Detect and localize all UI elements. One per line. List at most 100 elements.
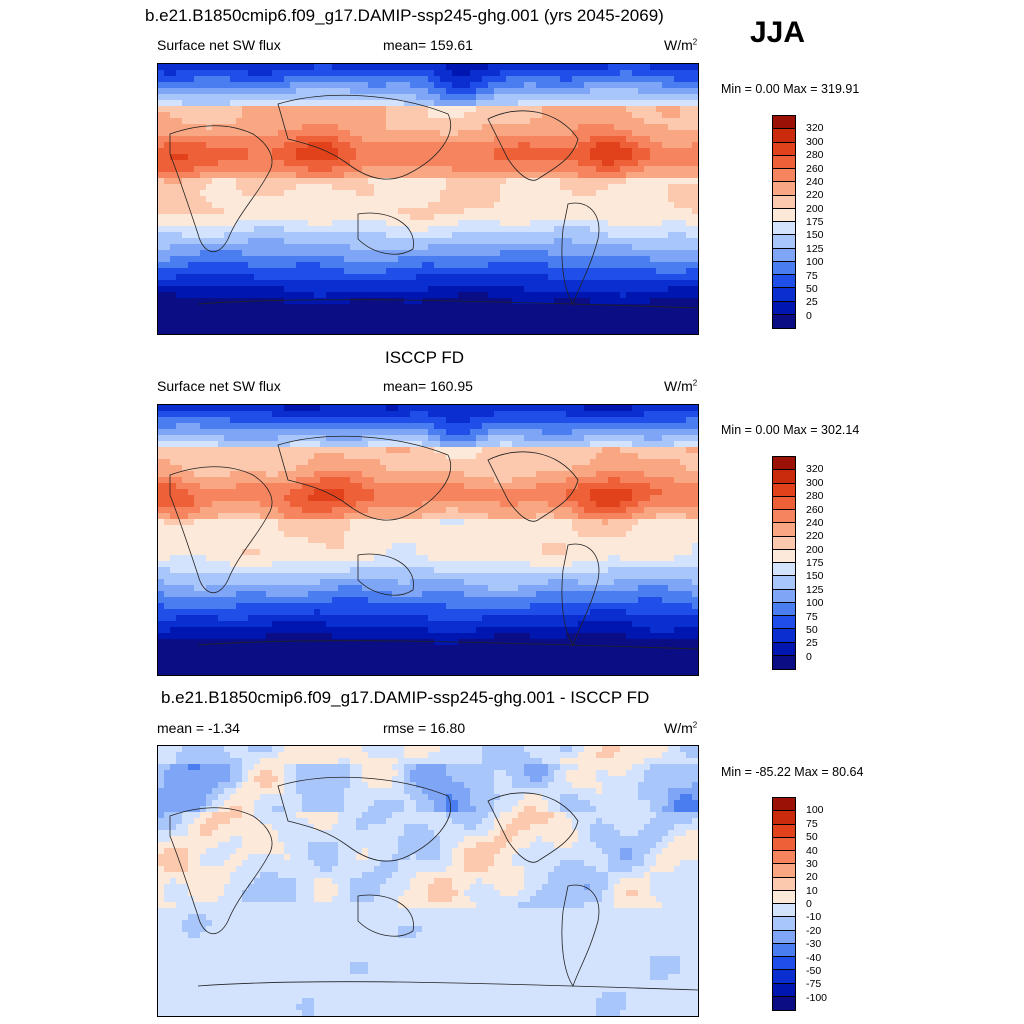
colorbar-tick-label: 40 (806, 844, 818, 857)
colorbar-swatch (773, 222, 795, 236)
colorbar-tick-label: 0 (806, 309, 812, 322)
colorbar-tick-label: 75 (806, 269, 818, 282)
colorbar-swatch (773, 195, 795, 209)
colorbar-tick-label: 100 (806, 597, 824, 610)
colorbar-swatch (773, 576, 795, 590)
colorbar-tick-label: 320 (806, 463, 824, 476)
panel-2-colorbar (772, 456, 796, 670)
colorbar-swatch (773, 169, 795, 183)
colorbar-swatch (773, 510, 795, 524)
colorbar-tick-label: 260 (806, 162, 824, 175)
panel-2-variable-label: Surface net SW flux (157, 378, 281, 394)
colorbar-swatch (773, 549, 795, 563)
colorbar-swatch (773, 970, 795, 984)
colorbar-swatch (773, 589, 795, 603)
colorbar-swatch (773, 837, 795, 851)
panel-1-variable-label: Surface net SW flux (157, 37, 281, 53)
panel-2-mean-label: mean= 160.95 (383, 378, 473, 394)
panel-1-colorbar (772, 115, 796, 329)
colorbar-tick-label: 0 (806, 898, 812, 910)
panel-3-minmax: Min = -85.22 Max = 80.64 (721, 765, 864, 779)
colorbar-swatch (773, 208, 795, 222)
colorbar-tick-label: 240 (806, 175, 824, 188)
colorbar-tick-label: 200 (806, 202, 824, 215)
colorbar-tick-label: 75 (806, 817, 818, 830)
colorbar-tick-label: -20 (806, 924, 822, 937)
colorbar-swatch (773, 457, 795, 471)
colorbar-swatch (773, 996, 795, 1010)
panel-1-minmax: Min = 0.00 Max = 319.91 (721, 82, 860, 96)
colorbar-swatch (773, 301, 795, 315)
colorbar-tick-label: 75 (806, 610, 818, 623)
panel-1-title: b.e21.B1850cmip6.f09_g17.DAMIP-ssp245-gh… (145, 6, 664, 25)
colorbar-swatch (773, 798, 795, 812)
colorbar-tick-label: -40 (806, 951, 822, 964)
colorbar-tick-label: 260 (806, 503, 824, 516)
colorbar-swatch (773, 629, 795, 643)
panel-3-units: W/m2 (664, 720, 698, 736)
colorbar-swatch (773, 983, 795, 997)
colorbar-swatch (773, 904, 795, 918)
colorbar-tick-label: 50 (806, 831, 818, 844)
colorbar-tick-label: 175 (806, 216, 824, 228)
colorbar-swatch (773, 957, 795, 971)
panel-1-units: W/m2 (664, 37, 698, 53)
colorbar-tick-label: 30 (806, 857, 818, 870)
colorbar-swatch (773, 248, 795, 262)
colorbar-tick-label: 50 (806, 282, 818, 295)
colorbar-tick-label: 50 (806, 623, 818, 636)
panel-2-map (157, 404, 699, 676)
colorbar-tick-label: -50 (806, 964, 822, 977)
colorbar-swatch (773, 917, 795, 931)
colorbar-tick-label: 150 (806, 570, 824, 583)
colorbar-tick-label: 240 (806, 516, 824, 529)
colorbar-swatch (773, 851, 795, 865)
colorbar-tick-label: 300 (806, 135, 824, 148)
panel-1-mean-label: mean= 159.61 (383, 37, 473, 53)
colorbar-swatch (773, 129, 795, 143)
colorbar-swatch (773, 116, 795, 130)
colorbar-tick-label: 100 (806, 804, 824, 817)
colorbar-swatch (773, 235, 795, 249)
colorbar-tick-label: -75 (806, 978, 822, 991)
panel-3-map (157, 745, 699, 1017)
colorbar-swatch (773, 943, 795, 957)
colorbar-swatch (773, 616, 795, 630)
colorbar-swatch (773, 314, 795, 328)
colorbar-tick-label: 175 (806, 557, 824, 569)
panel-3-mean-label: mean = -1.34 (157, 720, 240, 736)
colorbar-tick-label: 320 (806, 122, 824, 135)
colorbar-swatch (773, 483, 795, 497)
colorbar-tick-label: 280 (806, 149, 824, 162)
panel-2-title: ISCCP FD (385, 348, 465, 367)
colorbar-swatch (773, 824, 795, 838)
colorbar-tick-label: 200 (806, 543, 824, 556)
colorbar-tick-label: 280 (806, 490, 824, 503)
colorbar-swatch (773, 536, 795, 550)
colorbar-tick-label: 25 (806, 637, 818, 650)
colorbar-tick-label: 20 (806, 871, 818, 884)
colorbar-tick-label: -100 (806, 991, 828, 1004)
colorbar-tick-label: 100 (806, 256, 824, 269)
colorbar-swatch (773, 864, 795, 878)
colorbar-swatch (773, 470, 795, 484)
colorbar-swatch (773, 261, 795, 275)
colorbar-tick-label: 220 (806, 530, 824, 543)
colorbar-swatch (773, 142, 795, 156)
panel-3-title: b.e21.B1850cmip6.f09_g17.DAMIP-ssp245-gh… (161, 688, 650, 707)
panel-3-rmse-label: rmse = 16.80 (383, 720, 466, 736)
colorbar-swatch (773, 496, 795, 510)
colorbar-swatch (773, 602, 795, 616)
colorbar-swatch (773, 275, 795, 289)
season-label: JJA (750, 16, 806, 49)
colorbar-swatch (773, 930, 795, 944)
panel-3-colorbar (772, 797, 796, 1011)
colorbar-swatch (773, 655, 795, 669)
colorbar-tick-label: 220 (806, 189, 824, 202)
panel-2-units: W/m2 (664, 378, 698, 394)
colorbar-tick-label: 10 (806, 884, 818, 897)
colorbar-swatch (773, 642, 795, 656)
colorbar-tick-label: 300 (806, 476, 824, 489)
colorbar-tick-label: 125 (806, 242, 824, 255)
colorbar-swatch (773, 877, 795, 891)
